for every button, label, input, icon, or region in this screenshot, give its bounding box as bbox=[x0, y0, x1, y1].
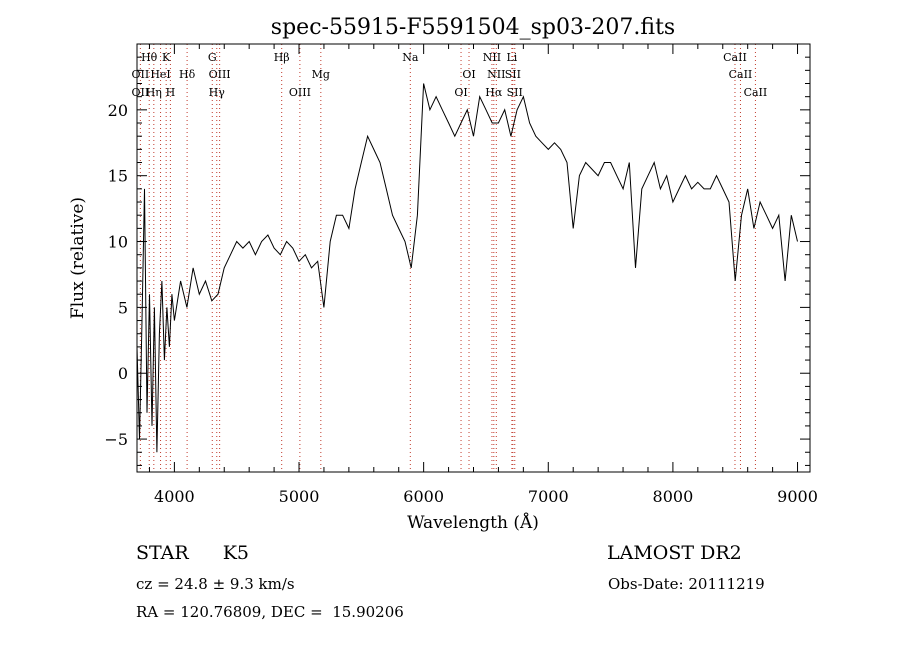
spectral-line-label: G bbox=[208, 51, 217, 64]
spectral-line-label: OI bbox=[462, 68, 475, 81]
spectral-line-label: SII bbox=[505, 68, 521, 81]
y-tick-label: −5 bbox=[104, 430, 128, 449]
spectral-line-label: Hγ bbox=[209, 86, 226, 99]
spectral-line-label: Hδ bbox=[179, 68, 196, 81]
coordinates-label: RA = 120.76809, DEC = 15.90206 bbox=[136, 603, 404, 621]
x-tick-label: 9000 bbox=[777, 487, 818, 506]
spectral-line-label: Hα bbox=[485, 86, 503, 99]
y-axis-label: Flux (relative) bbox=[68, 197, 88, 319]
spectral-line-markers bbox=[139, 44, 756, 472]
object-class: STAR K5 bbox=[136, 542, 249, 564]
spectral-line-label: Na bbox=[402, 51, 419, 64]
spectral-line-label: OII bbox=[132, 68, 150, 81]
y-tick-label: 20 bbox=[108, 101, 128, 120]
x-tick-label: 5000 bbox=[279, 487, 320, 506]
redshift-label: cz = 24.8 ± 9.3 km/s bbox=[136, 575, 295, 593]
y-tick-label: 5 bbox=[118, 298, 128, 317]
spectral-line-label: OI bbox=[454, 86, 467, 99]
spectral-line-label: CaII bbox=[744, 86, 768, 99]
x-tick-label: 7000 bbox=[528, 487, 569, 506]
spectral-line-label: OII bbox=[132, 86, 150, 99]
spectral-line-label: Mg bbox=[312, 68, 330, 81]
y-tick-label: 15 bbox=[108, 167, 128, 186]
spectral-line-label: NII bbox=[487, 68, 505, 81]
plot-frame bbox=[136, 43, 811, 473]
survey-label: LAMOST DR2 bbox=[607, 542, 742, 564]
x-axis-label: Wavelength (Å) bbox=[407, 512, 539, 533]
obs-date-label: Obs-Date: 20111219 bbox=[608, 575, 765, 593]
spectral-line-label: OIII bbox=[289, 86, 311, 99]
y-tick-label: 0 bbox=[118, 364, 128, 383]
spectral-line-label: SII bbox=[507, 86, 523, 99]
spectral-line-label: Hη bbox=[146, 86, 162, 99]
spectral-line-label: K bbox=[162, 51, 171, 64]
class-label: STAR bbox=[136, 542, 189, 564]
spectrum-series-line bbox=[136, 83, 798, 453]
x-tick-label: 4000 bbox=[154, 487, 195, 506]
spectral-line-label: CaII bbox=[723, 51, 747, 64]
chart-title: spec-55915-F5591504_sp03-207.fits bbox=[271, 15, 675, 40]
x-tick-label: 6000 bbox=[403, 487, 444, 506]
x-tick-label: 8000 bbox=[653, 487, 694, 506]
spectral-line-label: Hθ bbox=[141, 51, 158, 64]
axis-ticks: 4000 5000 6000 7000 8000 9000 −5 0 5 10 15 20 bbox=[104, 44, 818, 506]
subclass-label: K5 bbox=[222, 542, 250, 564]
spectral-line-label: HeI bbox=[150, 68, 170, 81]
spectral-line-label: NII bbox=[483, 51, 501, 64]
spectral-line-label: H bbox=[166, 86, 176, 99]
spectral-line-label: CaII bbox=[729, 68, 753, 81]
y-tick-label: 10 bbox=[108, 233, 128, 252]
spectral-line-label: Hβ bbox=[274, 51, 290, 64]
spectral-line-label: Li bbox=[506, 51, 517, 64]
spectral-line-label: OIII bbox=[209, 68, 231, 81]
